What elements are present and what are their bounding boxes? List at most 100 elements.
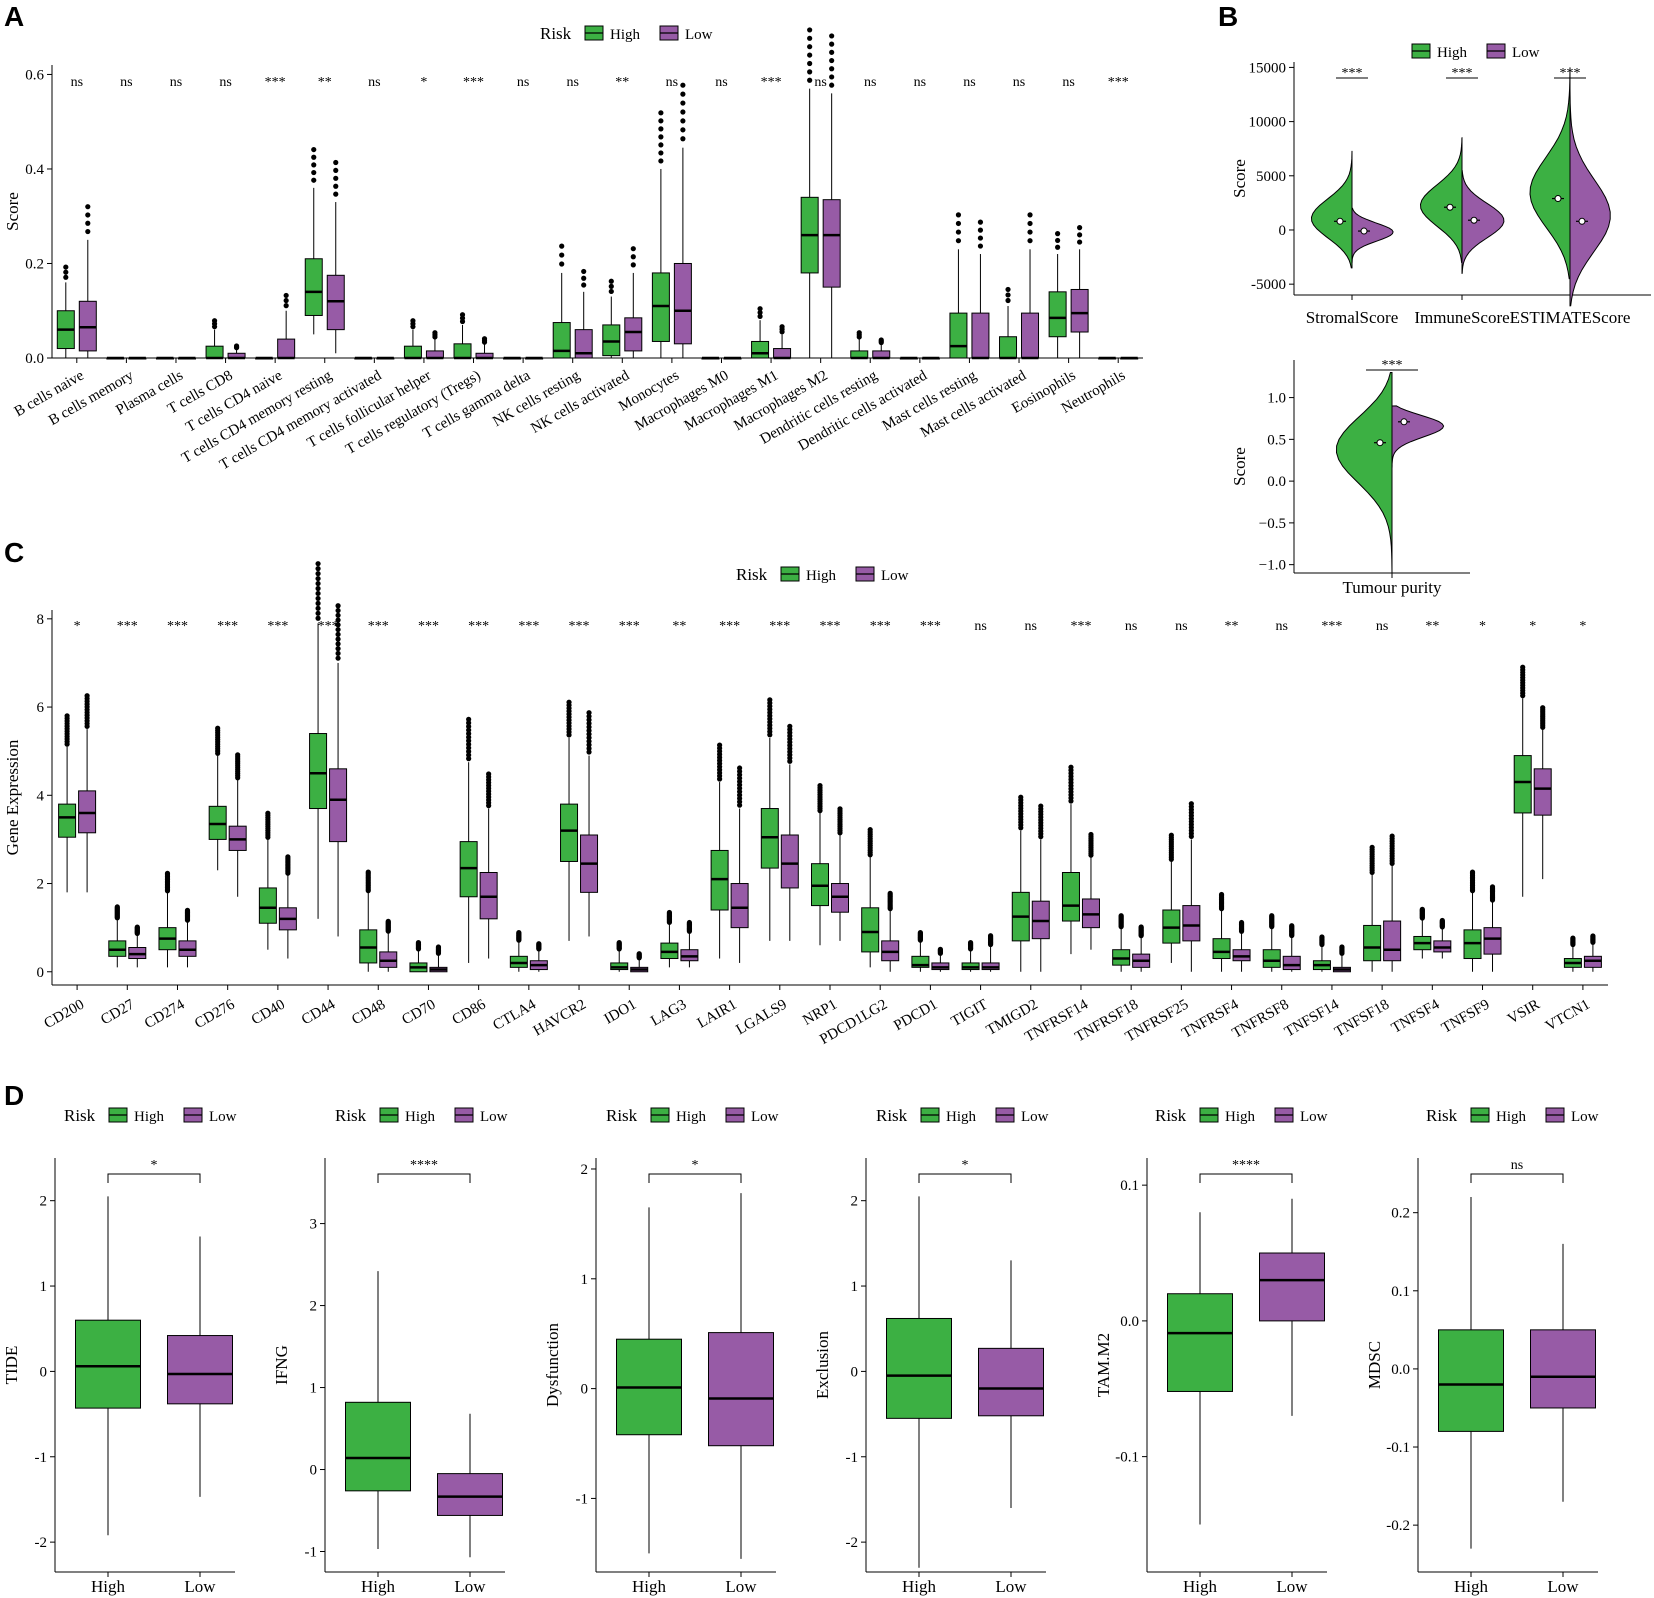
panel-b-y-tick-label: 5000 (1256, 169, 1286, 185)
panel-a-t-cells-cd4-memory-resting-high-box (304, 258, 323, 316)
panel-c-tnfsf18-low-box (1383, 920, 1402, 962)
panel-c-significance: *** (468, 619, 489, 634)
panel-a-t-cells-cd4-memory-resting-high-outlier (311, 177, 317, 183)
panel-d-mdsc-y-tick-label: -0.1 (1386, 1440, 1410, 1456)
panel-c-cd27-low-outlier (134, 924, 140, 930)
legend-title: Risk (736, 565, 768, 584)
panel-b-stromalscore-low-violin (1351, 207, 1394, 264)
panel-a-significance: ** (615, 75, 629, 90)
panel-d-mdsc-subplot: Risk High Low -0.2 -0.1 0.0 0.1 0.2 MDSC ns High Lo… (1365, 1106, 1599, 1596)
panel-c-havcr2-low-outlier (586, 735, 592, 741)
panel-d-ifng-low-box (437, 1473, 503, 1516)
panel-d-exclusion-y-tick-label: -1 (846, 1450, 859, 1466)
panel-c-cd44-high-box (309, 733, 328, 810)
panel-d-sig-bracket (377, 1173, 471, 1183)
panel-c-cd44-high-outlier (315, 571, 321, 577)
panel-c-lgals9-low-box (780, 834, 799, 889)
panel-c-ido1-high-outlier (616, 939, 622, 946)
panel-a-y-label: Score (3, 192, 22, 231)
panel-b-estimatescore-high-violin (1529, 67, 1571, 280)
panel-a-nk-cells-activated-high-outlier (608, 283, 614, 289)
panel-b-x-tick-label: ImmuneScore (1414, 308, 1509, 327)
panel-a-macrophages-m1-low-box (773, 348, 792, 359)
panel-c-significance: *** (1321, 619, 1342, 634)
panel-c-tnfsf18-low-outlier (1389, 833, 1395, 839)
legend-label-high: High (946, 1109, 977, 1125)
panel-a-significance: ns (715, 75, 727, 90)
panel-d-dysfunction-subplot: Risk High Low -1 0 1 2 Dysfunction * High Low (543, 1106, 779, 1596)
panel-d-dysfunction-y-tick-label: 0 (581, 1382, 589, 1398)
panel-c-tnfrsf14-high-box (1061, 872, 1080, 922)
panel-a-nk-cells-activated-high-outlier (608, 278, 614, 284)
legend-title: Risk (64, 1106, 96, 1125)
panel-c-vtcn1-low-outlier (1590, 933, 1596, 939)
legend-label-low: Low (1571, 1109, 1599, 1125)
panel-c-x-tick-label: CD274 (142, 996, 188, 1032)
panel-b-y-tick-label: 0 (1279, 223, 1287, 239)
panel-a-monocytes-high-outlier (658, 158, 664, 164)
legend-label-low: Low (751, 1109, 779, 1125)
panel-c-x-tick-label: IDO1 (602, 997, 640, 1028)
panel-a-t-cells-cd4-memory-resting-low-outlier (333, 175, 339, 181)
panel-a-macrophages-m1-low-outlier (779, 324, 785, 330)
panel-a-eosinophils-low-outlier (1077, 239, 1083, 245)
panel-d-mdsc-low-box (1530, 1329, 1596, 1409)
panel-a-mast-cells-activated-high-outlier (1005, 292, 1011, 298)
panel-d-x-tick-label: Low (1276, 1577, 1308, 1596)
legend-label-low: Low (1512, 45, 1540, 61)
panel-a-t-cells-cd4-naive-low-box (277, 338, 296, 359)
panel-a-nk-cells-resting-low-outlier (581, 275, 587, 281)
panel-d-x-tick-label: Low (725, 1577, 757, 1596)
panel-d-exclusion-y-tick-label: 0 (851, 1364, 859, 1380)
panel-a-significance: ns (1013, 75, 1025, 90)
panel-d-significance: ns (1511, 1158, 1523, 1173)
panel-c-significance: *** (217, 619, 238, 634)
panel-c-cd86-high-outlier (466, 734, 472, 740)
panel-c-havcr2-low-outlier (586, 738, 592, 744)
panel-c-significance: *** (167, 619, 188, 634)
panel-c-ctla4-low-outlier (536, 941, 542, 947)
panel-c-cd86-high-outlier (466, 731, 472, 737)
panel-a-significance: ns (170, 75, 182, 90)
panel-a-monocytes-high-outlier (658, 110, 664, 116)
panel-d-y-label: IFNG (272, 1345, 291, 1385)
panel-a-t-cells-follicular-helper-low-outlier (432, 330, 438, 336)
panel-d-tide-y-tick-label: 1 (40, 1279, 48, 1295)
panel-c-havcr2-low-outlier (586, 745, 592, 752)
panel-b-y-tick-label: -5000 (1251, 277, 1286, 293)
panel-c-havcr2-low-outlier (586, 717, 592, 723)
panel-c-cd86-high-outlier (466, 738, 472, 744)
panel-d-y-label: MDSC (1365, 1341, 1384, 1389)
panel-b2-y-tick-label: −1.0 (1259, 558, 1286, 574)
panel-d-mdsc-y-tick-label: 0.1 (1391, 1284, 1410, 1300)
panel-c-cd48-low-outlier (385, 918, 391, 924)
panel-a-significance: * (420, 75, 427, 90)
panel-a-macrophages-m1-high-outlier (757, 313, 763, 319)
panel-a-eosinophils-low-box (1070, 288, 1089, 333)
panel-c-significance: ** (1225, 619, 1239, 634)
panel-d-significance: **** (1232, 1158, 1260, 1173)
panel-c-cd86-high-outlier (466, 723, 472, 730)
panel-a-t-cells-cd8-high-outlier (211, 318, 218, 324)
panel-a-monocytes-high-outlier (658, 142, 664, 148)
panel-a-monocytes-high-outlier (658, 150, 664, 156)
panel-c-cd44-high-outlier (315, 580, 321, 587)
panel-a-b-cells-naive-low-outlier (85, 228, 91, 235)
panel-c-x-tick-label: PDCD1 (891, 997, 940, 1035)
panel-d-tide-subplot: Risk High Low -2 -1 0 1 2 TIDE * High Low (2, 1106, 237, 1596)
panel-c-y-tick-label: 2 (37, 877, 45, 893)
panel-a-macrophages-m2-low-box (822, 199, 841, 288)
panel-a-macrophages-m1-high-outlier (757, 309, 763, 316)
panel-c-tnfrsf18-high-outlier (1118, 913, 1124, 919)
panel-a-mast-cells-resting-high-outlier (955, 212, 962, 218)
panel-d-exclusion-y-tick-label: -2 (846, 1535, 859, 1551)
panel-c-cd27-high-outlier (114, 904, 120, 910)
panel-c-significance: ns (1025, 619, 1037, 634)
panel-c-lair1-low-outlier (737, 765, 743, 771)
panel-d-significance: * (151, 1158, 158, 1173)
legend-label-high: High (1225, 1109, 1256, 1125)
panel-d-ifng-y-tick-label: 0 (310, 1463, 318, 1479)
panel-a-mast-cells-resting-low-box (971, 312, 990, 359)
panel-b2-y-tick-label: 0.5 (1267, 432, 1286, 448)
panel-a-nk-cells-resting-high-box (552, 322, 571, 359)
